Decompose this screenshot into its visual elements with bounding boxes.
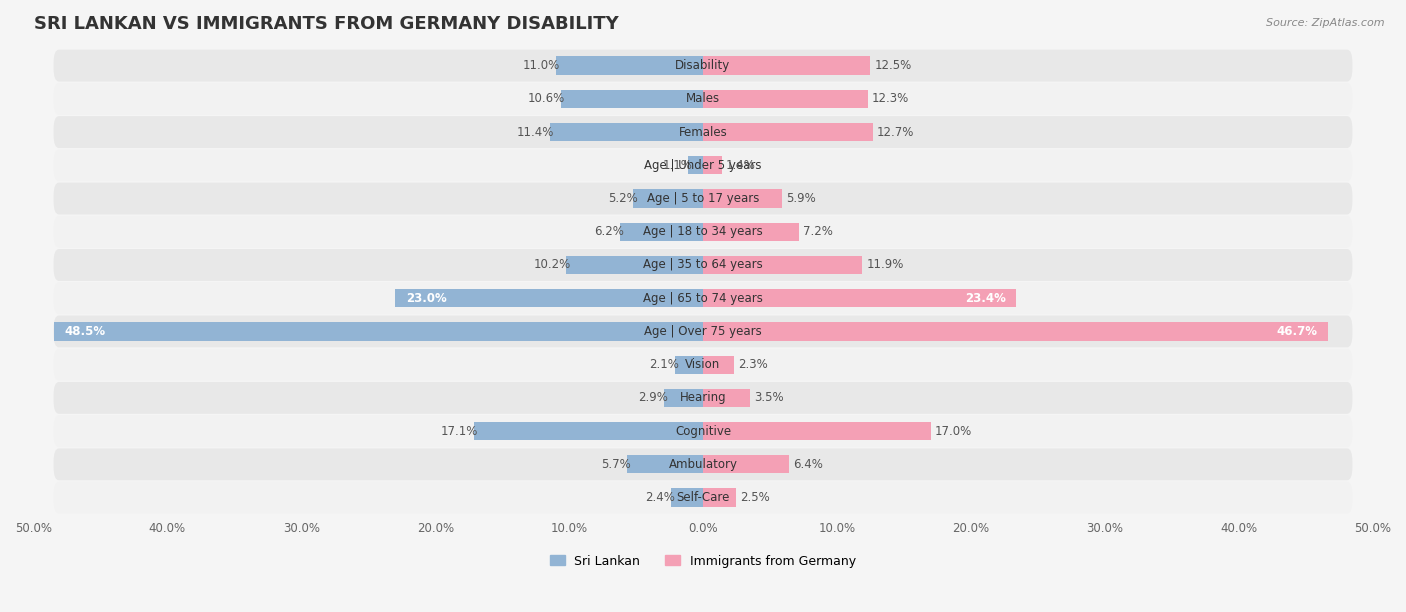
Text: 1.1%: 1.1% <box>662 159 692 172</box>
Text: Source: ZipAtlas.com: Source: ZipAtlas.com <box>1267 18 1385 28</box>
Text: 12.5%: 12.5% <box>875 59 911 72</box>
Bar <box>620 223 703 241</box>
FancyBboxPatch shape <box>53 482 1353 513</box>
Text: 5.2%: 5.2% <box>607 192 637 205</box>
Legend: Sri Lankan, Immigrants from Germany: Sri Lankan, Immigrants from Germany <box>544 550 862 573</box>
Bar <box>703 90 868 108</box>
FancyBboxPatch shape <box>53 149 1353 181</box>
Text: Females: Females <box>679 125 727 138</box>
Text: 6.4%: 6.4% <box>793 458 823 471</box>
Bar <box>633 189 703 207</box>
Text: 17.0%: 17.0% <box>935 425 972 438</box>
Text: 12.7%: 12.7% <box>877 125 914 138</box>
Text: Age | 18 to 34 years: Age | 18 to 34 years <box>643 225 763 238</box>
Bar <box>671 488 703 507</box>
Text: Age | Over 75 years: Age | Over 75 years <box>644 325 762 338</box>
Text: 2.1%: 2.1% <box>650 358 679 371</box>
Text: Males: Males <box>686 92 720 105</box>
Bar <box>703 389 749 407</box>
Bar <box>675 356 703 374</box>
FancyBboxPatch shape <box>53 315 1353 348</box>
Bar <box>703 289 1017 307</box>
Text: Cognitive: Cognitive <box>675 425 731 438</box>
Bar <box>703 488 737 507</box>
Text: 5.9%: 5.9% <box>786 192 815 205</box>
Text: 2.5%: 2.5% <box>741 491 770 504</box>
Bar <box>703 422 931 440</box>
Text: 6.2%: 6.2% <box>595 225 624 238</box>
Bar <box>703 323 1329 340</box>
Text: 10.2%: 10.2% <box>533 258 571 272</box>
Text: 11.0%: 11.0% <box>523 59 560 72</box>
FancyBboxPatch shape <box>53 182 1353 214</box>
FancyBboxPatch shape <box>53 116 1353 148</box>
FancyBboxPatch shape <box>53 50 1353 81</box>
Text: Age | 5 to 17 years: Age | 5 to 17 years <box>647 192 759 205</box>
FancyBboxPatch shape <box>53 415 1353 447</box>
Bar <box>703 455 789 474</box>
Text: 17.1%: 17.1% <box>440 425 478 438</box>
Text: 12.3%: 12.3% <box>872 92 908 105</box>
FancyBboxPatch shape <box>53 83 1353 115</box>
Bar <box>627 455 703 474</box>
Text: 23.0%: 23.0% <box>406 292 447 305</box>
Text: Age | 65 to 74 years: Age | 65 to 74 years <box>643 292 763 305</box>
Text: Age | Under 5 years: Age | Under 5 years <box>644 159 762 172</box>
Bar <box>561 90 703 108</box>
Bar <box>703 223 800 241</box>
Text: 11.4%: 11.4% <box>517 125 554 138</box>
Text: Age | 35 to 64 years: Age | 35 to 64 years <box>643 258 763 272</box>
Text: 3.5%: 3.5% <box>754 392 783 405</box>
Bar <box>703 123 873 141</box>
Text: Hearing: Hearing <box>679 392 727 405</box>
Bar <box>703 156 721 174</box>
FancyBboxPatch shape <box>53 282 1353 314</box>
Bar <box>703 356 734 374</box>
FancyBboxPatch shape <box>53 216 1353 248</box>
FancyBboxPatch shape <box>53 449 1353 480</box>
Text: Self-Care: Self-Care <box>676 491 730 504</box>
Bar <box>395 289 703 307</box>
FancyBboxPatch shape <box>53 382 1353 414</box>
Bar <box>689 156 703 174</box>
Bar <box>703 189 782 207</box>
Bar <box>555 56 703 75</box>
FancyBboxPatch shape <box>53 349 1353 381</box>
Text: 5.7%: 5.7% <box>600 458 631 471</box>
Bar <box>53 323 703 340</box>
Text: 2.4%: 2.4% <box>645 491 675 504</box>
Bar <box>567 256 703 274</box>
Text: Vision: Vision <box>685 358 721 371</box>
Bar <box>474 422 703 440</box>
Text: 2.9%: 2.9% <box>638 392 668 405</box>
Text: SRI LANKAN VS IMMIGRANTS FROM GERMANY DISABILITY: SRI LANKAN VS IMMIGRANTS FROM GERMANY DI… <box>34 15 619 33</box>
Text: 1.4%: 1.4% <box>725 159 755 172</box>
Text: 23.4%: 23.4% <box>965 292 1005 305</box>
Text: Ambulatory: Ambulatory <box>668 458 738 471</box>
Text: 46.7%: 46.7% <box>1277 325 1317 338</box>
Bar <box>703 56 870 75</box>
Text: 7.2%: 7.2% <box>803 225 834 238</box>
Bar <box>550 123 703 141</box>
Bar <box>664 389 703 407</box>
FancyBboxPatch shape <box>53 249 1353 281</box>
Text: 48.5%: 48.5% <box>65 325 105 338</box>
Text: Disability: Disability <box>675 59 731 72</box>
Bar <box>703 256 862 274</box>
Text: 10.6%: 10.6% <box>527 92 565 105</box>
Text: 2.3%: 2.3% <box>738 358 768 371</box>
Text: 11.9%: 11.9% <box>866 258 904 272</box>
